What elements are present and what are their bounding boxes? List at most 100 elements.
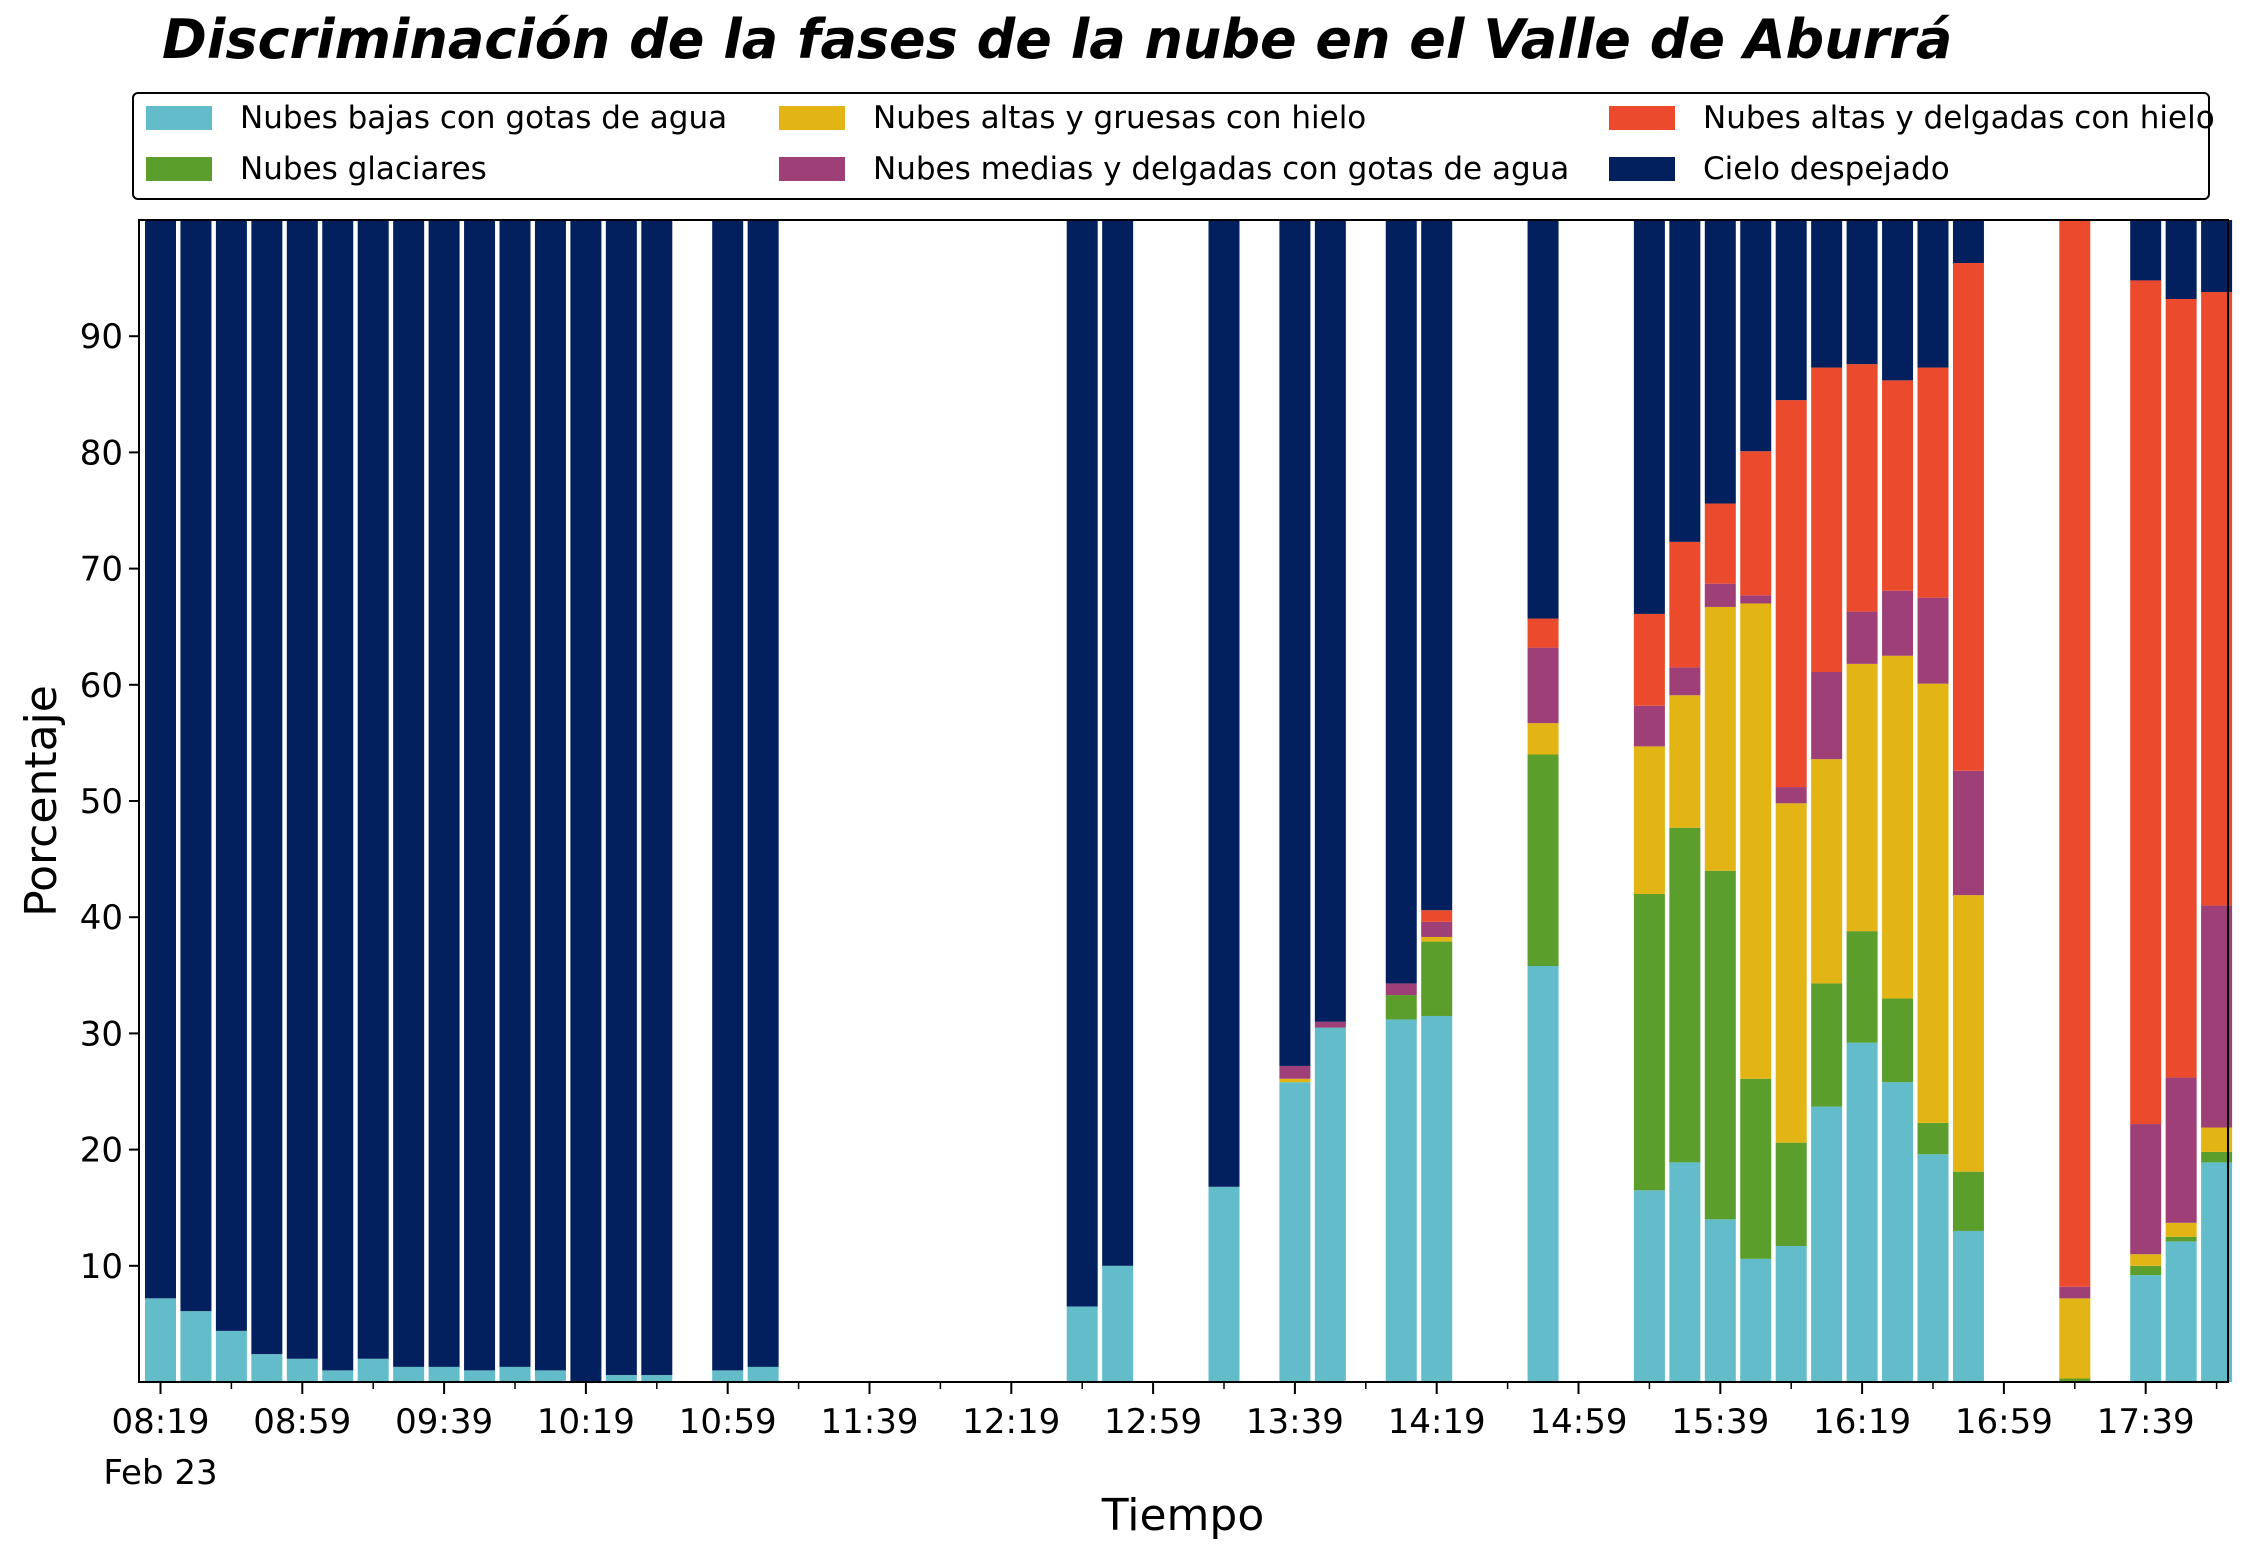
bar-segment (1811, 1106, 1843, 1382)
bar-segment (1669, 541, 1701, 668)
x-tick-label: 12:59 (1104, 1402, 1202, 1442)
bar-segment (1882, 655, 1914, 999)
legend-swatch (779, 106, 845, 130)
bar-segment (1527, 723, 1559, 755)
bar-segment (712, 220, 744, 1371)
x-tick-label: 16:59 (1955, 1402, 2053, 1442)
legend: Nubes bajas con gotas de agua Nubes glac… (132, 92, 2215, 200)
bar-segment (747, 220, 779, 1367)
bar-segment (2130, 280, 2162, 1125)
bar-segment (322, 1370, 354, 1382)
bar-segment (1314, 1027, 1346, 1382)
bar-segment (1846, 611, 1878, 664)
x-tick-label: 11:39 (821, 1402, 919, 1442)
bar-segment (1527, 647, 1559, 724)
legend-item-nubes-glaciares: Nubes glaciares (146, 151, 487, 187)
bar-segment (2165, 299, 2197, 1078)
bar-segment (641, 1375, 673, 1382)
bar-segment (1527, 220, 1559, 619)
bar-segment (1633, 705, 1665, 747)
bar-segment (1669, 220, 1701, 542)
bar-segment (2059, 1298, 2091, 1379)
bar-segment (251, 1354, 283, 1382)
bar-segment (1669, 827, 1701, 1163)
bar-segment (393, 1366, 425, 1382)
bar-segment (1704, 870, 1736, 1220)
bar-segment (1775, 400, 1807, 788)
bar-segment (1846, 220, 1878, 365)
bar-segment (464, 220, 496, 1371)
bar-segment (2201, 905, 2233, 1128)
legend-swatch (1609, 106, 1675, 130)
bar-segment (1314, 220, 1346, 1022)
legend-item-nubes-altas-delgadas: Nubes altas y delgadas con hielo (1609, 100, 2215, 136)
bar-segment (2059, 1286, 2091, 1299)
bar-segment (1740, 595, 1772, 604)
bar-segment (1882, 380, 1914, 591)
x-tick-label: 10:19 (537, 1402, 635, 1442)
bar-segment (1917, 683, 1949, 1123)
bar-segment (1066, 220, 1098, 1307)
bar-segment (1740, 220, 1772, 452)
y-tick-label: 90 (80, 317, 123, 357)
x-tick-label: 16:19 (1813, 1402, 1911, 1442)
bar-segment (464, 1370, 496, 1382)
bar-segment (251, 220, 283, 1355)
bar-segment (2165, 1222, 2197, 1237)
x-tick-label: 10:59 (679, 1402, 777, 1442)
bar-segment (2130, 1254, 2162, 1266)
x-tick-label: 17:39 (2097, 1402, 2195, 1442)
bar-segment (1279, 1065, 1311, 1079)
bar-segment (1775, 803, 1807, 1143)
bar-segment (1846, 1042, 1878, 1382)
bar-segment (2130, 1265, 2162, 1276)
bar-segment (2059, 1378, 2091, 1382)
bar-segment (1952, 1171, 1984, 1231)
legend-label: Nubes altas y gruesas con hielo (873, 100, 1367, 136)
bar-segment (357, 1358, 389, 1382)
bar-segment (1882, 998, 1914, 1083)
bar-segment (286, 1358, 318, 1382)
bar-segment (534, 1370, 566, 1382)
bar-segment (1066, 1306, 1098, 1382)
bars-layer (145, 220, 2233, 1382)
bar-segment (1704, 583, 1736, 607)
bar-segment (1421, 921, 1453, 937)
bar-segment (1740, 451, 1772, 596)
chart-title: Discriminación de la fases de la nube en… (162, 8, 1953, 71)
legend-label: Cielo despejado (1703, 151, 1950, 187)
legend-label: Nubes bajas con gotas de agua (240, 100, 728, 136)
bar-segment (1811, 367, 1843, 673)
bar-segment (1385, 983, 1417, 996)
x-tick-label: 14:59 (1530, 1402, 1628, 1442)
bar-segment (2165, 220, 2197, 300)
bar-segment (2059, 220, 2091, 1287)
x-tick-label: 14:19 (1388, 1402, 1486, 1442)
x-tick-label: 13:39 (1246, 1402, 1344, 1442)
bar-segment (1421, 1015, 1453, 1382)
bar-segment (215, 1330, 247, 1382)
bar-segment (1421, 220, 1453, 911)
x-axis: 08:19 08:59 09:39 10:19 10:59 11:39 12:19 12:59… (103, 1382, 2218, 1493)
bar-segment (1704, 220, 1736, 504)
bar-segment (180, 220, 212, 1312)
bar-segment (286, 220, 318, 1359)
bar-segment (1421, 910, 1453, 922)
y-axis-title: Porcentaje (16, 685, 67, 917)
bar-segment (1633, 746, 1665, 894)
legend-item-nubes-altas-gruesas: Nubes altas y gruesas con hielo (779, 100, 1366, 136)
bar-segment (1952, 262, 1984, 771)
bar-segment (605, 220, 637, 1376)
x-tick-label: 08:19 (112, 1402, 210, 1442)
x-tick-label: 09:39 (395, 1402, 493, 1442)
bar-segment (428, 220, 460, 1367)
bar-segment (2201, 1151, 2233, 1163)
bar-segment (499, 1366, 531, 1382)
bar-segment (2130, 1124, 2162, 1255)
x-tick-date-label: Feb 23 (103, 1453, 217, 1493)
bar-segment (1740, 603, 1772, 1079)
bar-segment (747, 1366, 779, 1382)
bar-segment (1882, 220, 1914, 381)
bar-segment (1385, 995, 1417, 1020)
